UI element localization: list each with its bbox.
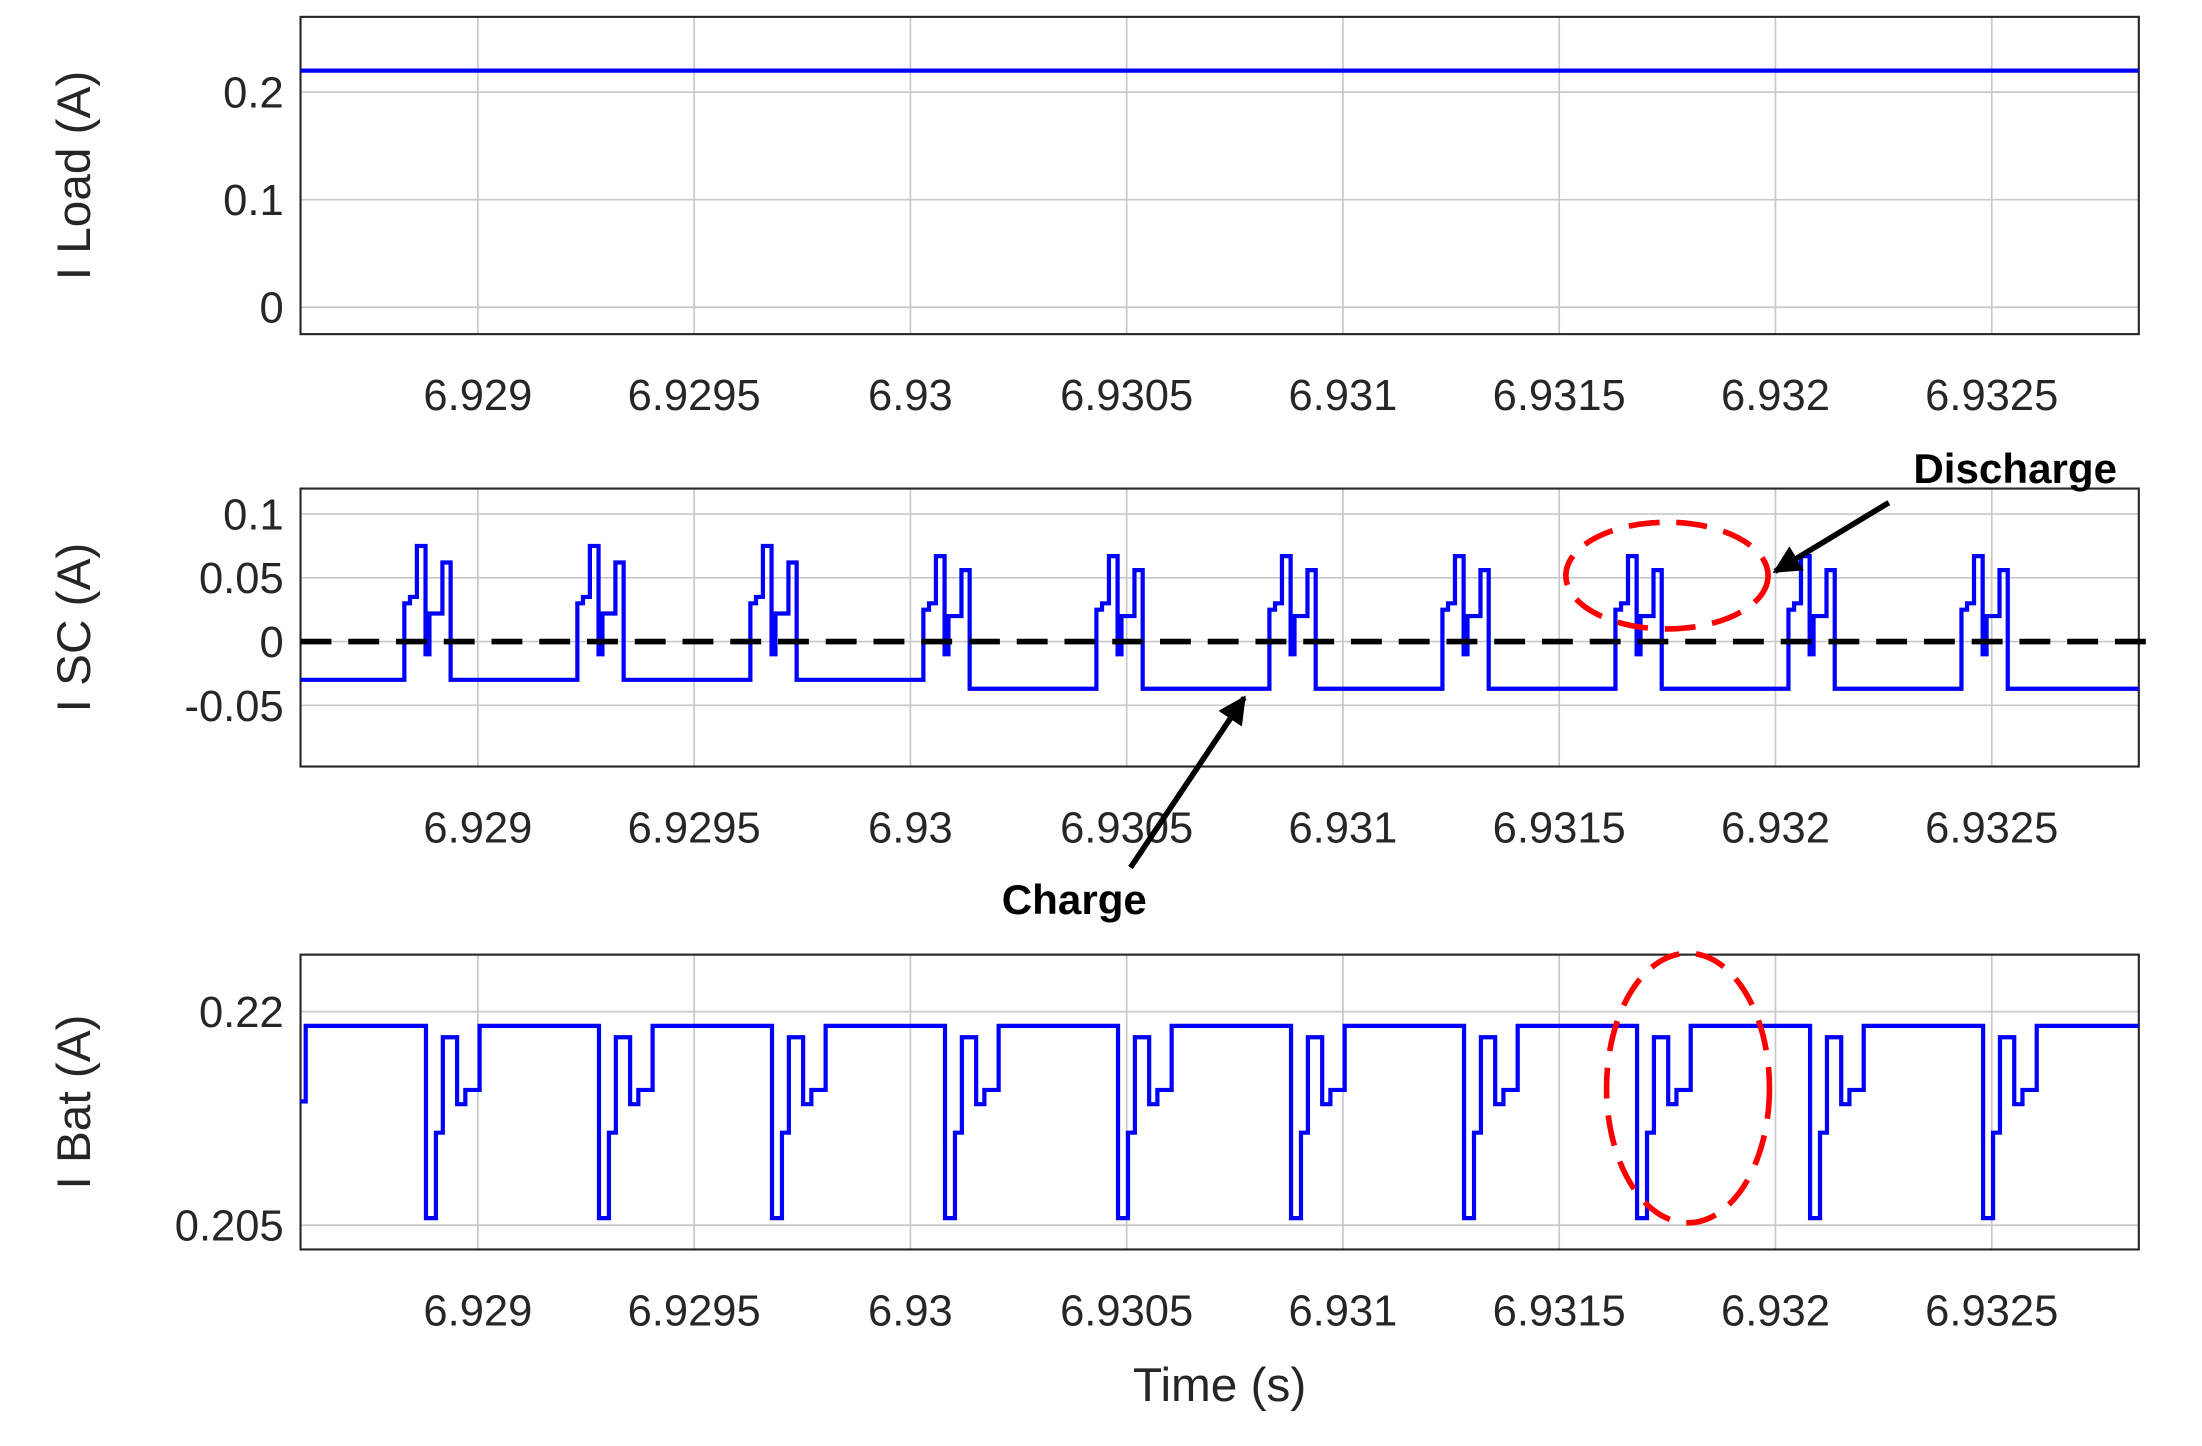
annotation: Discharge [1913, 445, 2117, 492]
x-tick-label: 6.931 [1288, 372, 1397, 420]
x-tick-label: 6.931 [1288, 1287, 1397, 1335]
x-tick-label: 6.93 [868, 372, 953, 420]
y-tick-label: 0.1 [223, 177, 284, 225]
y-tick-label: 0.2 [223, 70, 284, 118]
x-tick-label: 6.932 [1721, 804, 1830, 852]
x-tick-label: 6.93 [868, 804, 953, 852]
x-tick-label: 6.93 [868, 1287, 953, 1335]
x-axis-label: Time (s) [1133, 1359, 1306, 1412]
y-tick-label: 0 [259, 285, 283, 333]
x-tick-label: 6.929 [423, 1287, 532, 1335]
x-tick-label: 6.9315 [1493, 372, 1626, 420]
x-tick-label: 6.9315 [1493, 1287, 1626, 1335]
x-tick-label: 6.932 [1721, 372, 1830, 420]
y-tick-label: 0 [259, 619, 283, 667]
annotations: Discharge Charge [1002, 445, 2117, 1226]
x-tick-label: 6.932 [1721, 1287, 1830, 1335]
plots: 6.929 6.9295 6.93 6.9305 6.931 6.9315 6.932 6.9… [48, 15, 2162, 1412]
plot-area [300, 16, 2139, 335]
x-tick-label: 6.9295 [628, 372, 761, 420]
annotation: Charge [1002, 876, 1147, 923]
y-axis-label: I Load (A) [48, 71, 101, 281]
arrow [1128, 695, 1247, 870]
y-tick-label: 0.1 [223, 492, 284, 540]
x-tick-label: 6.9305 [1060, 804, 1193, 852]
y-tick-label: 0.22 [199, 989, 284, 1037]
arrow [1772, 500, 1891, 574]
y-axis-label: I SC (A) [48, 543, 101, 713]
y-tick-label: 0.205 [175, 1203, 284, 1251]
x-tick-label: 6.929 [423, 372, 532, 420]
x-tick-label: 6.929 [423, 804, 532, 852]
axes-frame [299, 487, 2140, 768]
data-line [300, 1023, 2139, 1221]
x-tick-label: 6.9305 [1060, 1287, 1193, 1335]
y-tick-label: 0.05 [199, 555, 284, 603]
highlight-ellipse [1563, 519, 1771, 632]
highlight-ellipse [1603, 950, 1773, 1226]
x-tick-label: 6.9295 [628, 1287, 761, 1335]
x-tick-label: 6.9305 [1060, 372, 1193, 420]
x-tick-label: 6.9325 [1925, 1287, 2058, 1335]
axes-frame [299, 15, 2140, 336]
y-tick-label: -0.05 [184, 683, 283, 731]
x-tick-label: 6.931 [1288, 804, 1397, 852]
plot-area [300, 954, 2139, 1250]
x-tick-label: 6.9295 [628, 804, 761, 852]
x-tick-label: 6.9325 [1925, 372, 2058, 420]
x-tick-label: 6.9325 [1925, 804, 2058, 852]
y-axis-label: I Bat (A) [48, 1015, 101, 1190]
x-tick-label: 6.9315 [1493, 804, 1626, 852]
data-line [300, 543, 2139, 691]
